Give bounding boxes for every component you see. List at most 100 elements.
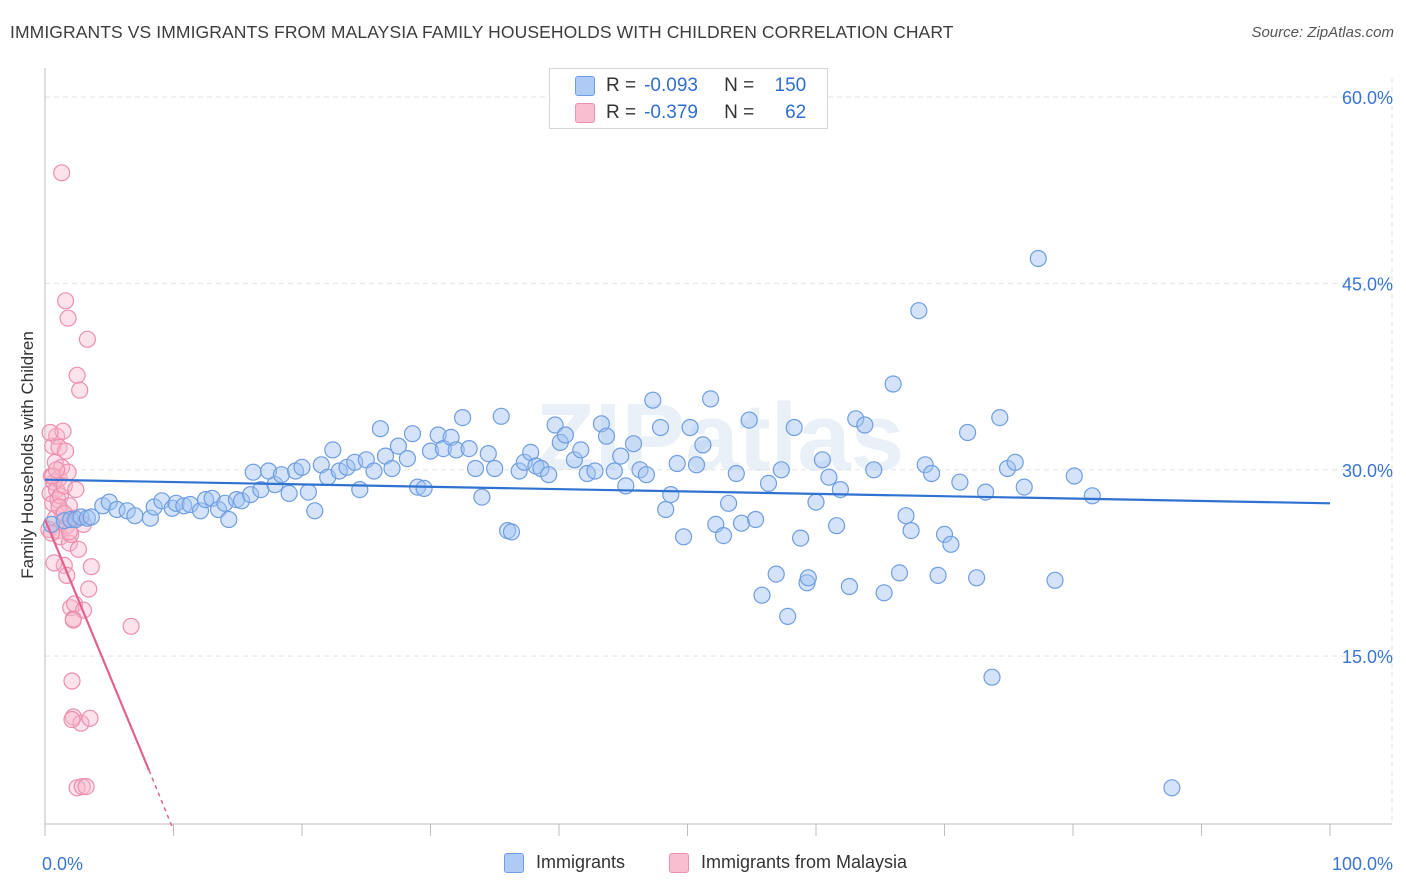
data-point — [280, 484, 298, 502]
legend-swatch-immigrants — [504, 852, 524, 873]
x-tick-label: 0.0% — [42, 854, 83, 874]
data-point — [63, 672, 81, 690]
data-point — [597, 427, 616, 445]
data-point — [64, 611, 82, 629]
data-point — [1015, 478, 1033, 496]
data-point — [233, 492, 251, 510]
y-tick-label: 60.0% — [1342, 88, 1393, 108]
x-tick-label: 100.0% — [1332, 854, 1393, 874]
data-point — [779, 607, 797, 626]
data-point — [389, 437, 407, 455]
legend-n-label: N = — [724, 75, 755, 96]
data-point — [746, 510, 765, 529]
data-point — [674, 528, 693, 546]
y-axis-label: Family Households with Children — [18, 331, 37, 579]
data-point — [991, 409, 1009, 427]
tick-labels: 15.0% 30.0% 45.0% 60.0% 0.0% 100.0% — [42, 88, 1393, 874]
legend-n-value: 150 — [774, 75, 807, 96]
data-point — [727, 464, 745, 483]
trend-line-immigrants — [44, 478, 1331, 505]
data-point — [1029, 249, 1047, 268]
data-point — [324, 441, 342, 459]
data-point — [141, 509, 159, 527]
data-point — [890, 564, 909, 582]
series-immigrants-from-malaysia — [40, 164, 140, 797]
data-point — [473, 488, 491, 506]
data-point — [502, 523, 521, 541]
data-point — [637, 466, 656, 484]
data-point — [460, 440, 478, 458]
data-point — [540, 466, 558, 484]
data-point — [681, 418, 699, 437]
legend-r-label: R = — [606, 102, 637, 123]
trend-line-extension — [148, 770, 175, 831]
legend-n-label: N = — [724, 102, 755, 123]
data-point — [82, 508, 100, 526]
data-point — [875, 584, 893, 602]
data-point — [701, 390, 720, 408]
data-point — [197, 491, 215, 509]
data-point — [807, 493, 825, 511]
data-point — [365, 462, 383, 480]
data-point — [68, 366, 86, 384]
data-point — [466, 459, 485, 478]
data-point — [929, 566, 947, 585]
data-point — [447, 441, 465, 459]
data-point — [421, 442, 440, 460]
bottom-legend-immigrants: Immigrants — [504, 852, 625, 873]
data-point — [714, 526, 733, 545]
data-point — [565, 451, 584, 469]
data-point — [951, 473, 969, 491]
data-point — [840, 577, 859, 596]
data-point — [687, 456, 706, 474]
data-point — [644, 391, 662, 409]
watermark: ZIPatlas — [536, 384, 904, 491]
data-point — [668, 454, 686, 473]
data-point — [191, 502, 210, 520]
data-point — [624, 435, 643, 453]
data-point — [126, 507, 144, 525]
legend-label-immigrants: Immigrants — [536, 852, 626, 872]
y-tick-label: 30.0% — [1342, 461, 1393, 481]
data-point — [47, 461, 66, 479]
data-point — [772, 461, 790, 479]
data-point — [719, 494, 738, 512]
data-point — [813, 451, 832, 469]
data-point — [73, 777, 91, 796]
data-point — [983, 668, 1001, 686]
data-point — [59, 309, 77, 327]
data-point — [572, 441, 590, 459]
data-point — [651, 418, 670, 437]
data-point — [759, 474, 778, 492]
data-point — [56, 442, 75, 460]
data-point — [556, 426, 575, 444]
data-point — [41, 423, 59, 442]
data-point — [272, 466, 290, 484]
data-point — [492, 407, 510, 425]
data-point — [820, 468, 838, 486]
legend-swatch-immigrants-from-malaysia — [669, 852, 689, 873]
data-point — [44, 437, 62, 455]
data-point — [220, 510, 238, 529]
data-point — [897, 507, 915, 525]
data-point — [293, 458, 311, 476]
y-tick-label: 45.0% — [1342, 274, 1393, 294]
data-point — [546, 416, 564, 434]
data-point — [71, 381, 89, 399]
data-point — [62, 510, 80, 529]
data-point — [306, 502, 324, 520]
data-point — [958, 423, 977, 442]
data-point — [1163, 779, 1181, 797]
data-point — [865, 461, 883, 479]
data-point — [209, 500, 228, 519]
data-point — [785, 418, 803, 437]
chart-title: IMMIGRANTS VS IMMIGRANTS FROM MALAYSIA F… — [10, 22, 954, 42]
data-point — [753, 586, 771, 604]
data-point — [586, 462, 604, 480]
data-point — [398, 450, 416, 468]
data-point — [82, 558, 100, 576]
data-point — [244, 463, 262, 481]
grid — [45, 78, 1393, 824]
data-point — [902, 521, 920, 540]
